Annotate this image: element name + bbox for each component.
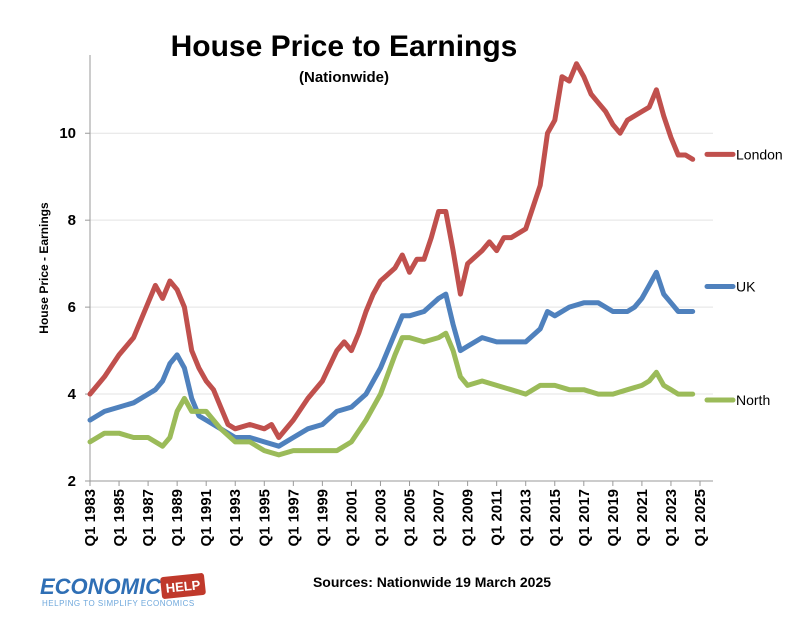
- x-tick-label: Q1 1983: [82, 489, 99, 547]
- series-line-uk: [87, 269, 696, 449]
- x-tick-label: Q1 2015: [547, 489, 564, 547]
- logo-wordmark: ECONOMICS: [40, 574, 176, 599]
- x-tick-label: Q1 1985: [111, 489, 128, 547]
- x-tick-labels: Q1 1983 Q1 1985 Q1 1987 Q1 1989 Q1 1991 Q1 19…: [82, 481, 709, 547]
- chart-title: House Price to Earnings: [171, 30, 518, 63]
- y-tick-labels: 2 4 6 8 10: [59, 125, 90, 490]
- legend-label-north: North: [736, 392, 770, 408]
- x-tick-label: Q1 1991: [198, 489, 215, 547]
- x-tick-label: Q1 2025: [692, 489, 709, 547]
- x-tick-label: Q1 2023: [663, 489, 680, 547]
- legend-label-london: London: [736, 146, 783, 162]
- x-tick-label: Q1 2017: [576, 489, 593, 547]
- x-tick-label: Q1 2011: [489, 489, 506, 546]
- x-tick-label: Q1 2009: [460, 489, 477, 547]
- series-line-london: [87, 61, 696, 440]
- axes: [89, 55, 713, 482]
- x-tick-label: Q1 2019: [605, 489, 622, 547]
- x-tick-label: Q1 2021: [634, 489, 651, 547]
- legend-label-uk: UK: [736, 278, 756, 294]
- y-tick-label: 6: [68, 299, 76, 316]
- chart-subtitle: (Nationwide): [299, 69, 389, 86]
- x-tick-label: Q1 2005: [402, 489, 419, 547]
- y-tick-label: 4: [68, 386, 77, 403]
- x-tick-label: Q1 2007: [431, 489, 448, 547]
- x-tick-label: Q1 1997: [285, 489, 302, 547]
- y-tick-label: 8: [68, 212, 76, 229]
- series-lines: [87, 61, 696, 458]
- legend: London UK North: [704, 146, 783, 408]
- source-note: Sources: Nationwide 19 March 2025: [313, 574, 551, 590]
- economics-help-logo: ECONOMICS HELP HELPING TO SIMPLIFY ECONO…: [40, 573, 206, 608]
- logo-badge-text: HELP: [165, 577, 201, 596]
- x-tick-label: Q1 1987: [140, 489, 157, 547]
- x-tick-label: Q1 1995: [256, 489, 273, 547]
- x-tick-label: Q1 2001: [343, 489, 360, 547]
- logo-tagline: HELPING TO SIMPLIFY ECONOMICS: [42, 599, 195, 608]
- x-tick-label: Q1 1993: [227, 489, 244, 547]
- y-tick-label: 10: [59, 125, 76, 142]
- y-axis-label: House Price - Earnings: [37, 202, 51, 334]
- x-tick-label: Q1 2003: [372, 489, 389, 547]
- gridlines: [90, 132, 713, 395]
- series-line-north: [87, 330, 696, 458]
- x-tick-label: Q1 2013: [518, 489, 535, 547]
- logo-badge: [160, 573, 206, 599]
- y-tick-label: 2: [68, 473, 76, 490]
- x-tick-label: Q1 1989: [169, 489, 186, 547]
- x-tick-label: Q1 1999: [314, 489, 331, 547]
